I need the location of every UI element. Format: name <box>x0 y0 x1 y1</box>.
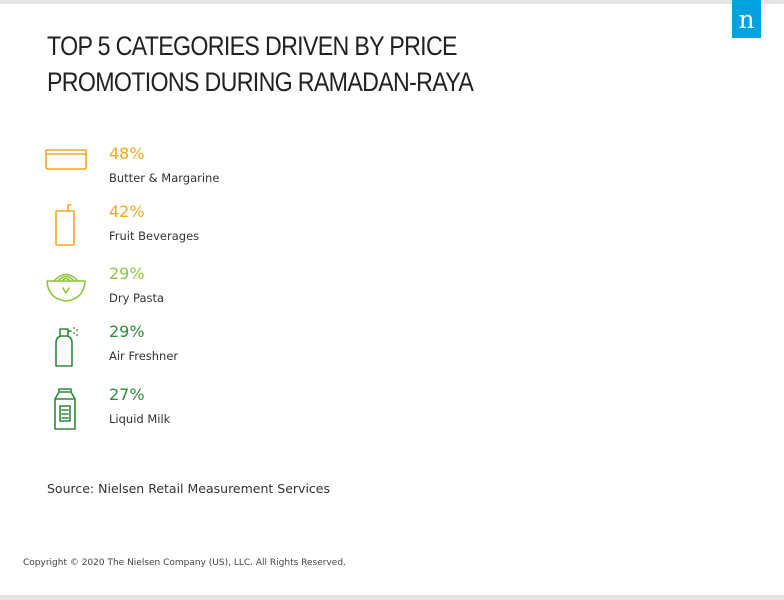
category-item-butter-margarine: 48% Butter & Margarine <box>44 145 344 201</box>
category-item-air-freshner: 29% Air Freshner <box>44 323 344 379</box>
top-border <box>0 0 784 4</box>
nielsen-logo: n <box>732 0 761 38</box>
category-value: 29% <box>109 322 145 341</box>
category-item-liquid-milk: 27% Liquid Milk <box>44 386 344 442</box>
category-label: Butter & Margarine <box>109 171 220 185</box>
juice-carton-icon <box>44 203 88 249</box>
category-label: Fruit Beverages <box>109 229 200 243</box>
category-value: 27% <box>109 385 145 404</box>
pasta-bowl-icon <box>44 265 88 311</box>
bottom-border <box>0 595 784 600</box>
category-label: Liquid Milk <box>109 412 171 426</box>
milk-carton-icon <box>44 386 88 432</box>
logo-letter: n <box>738 4 755 34</box>
category-item-fruit-beverages: 42% Fruit Beverages <box>44 203 344 259</box>
source-note: Source: Nielsen Retail Measurement Servi… <box>47 481 330 496</box>
category-value: 48% <box>109 144 145 163</box>
category-value: 42% <box>109 202 145 221</box>
butter-tub-icon <box>44 145 88 191</box>
copyright-text: Copyright © 2020 The Nielsen Company (US… <box>23 558 346 568</box>
spray-bottle-icon <box>44 323 88 369</box>
category-label: Dry Pasta <box>109 291 165 305</box>
category-item-dry-pasta: 29% Dry Pasta <box>44 265 344 321</box>
category-label: Air Freshner <box>109 349 179 363</box>
category-value: 29% <box>109 264 145 283</box>
page-title: TOP 5 CATEGORIES DRIVEN BY PRICE PROMOTI… <box>47 31 474 97</box>
